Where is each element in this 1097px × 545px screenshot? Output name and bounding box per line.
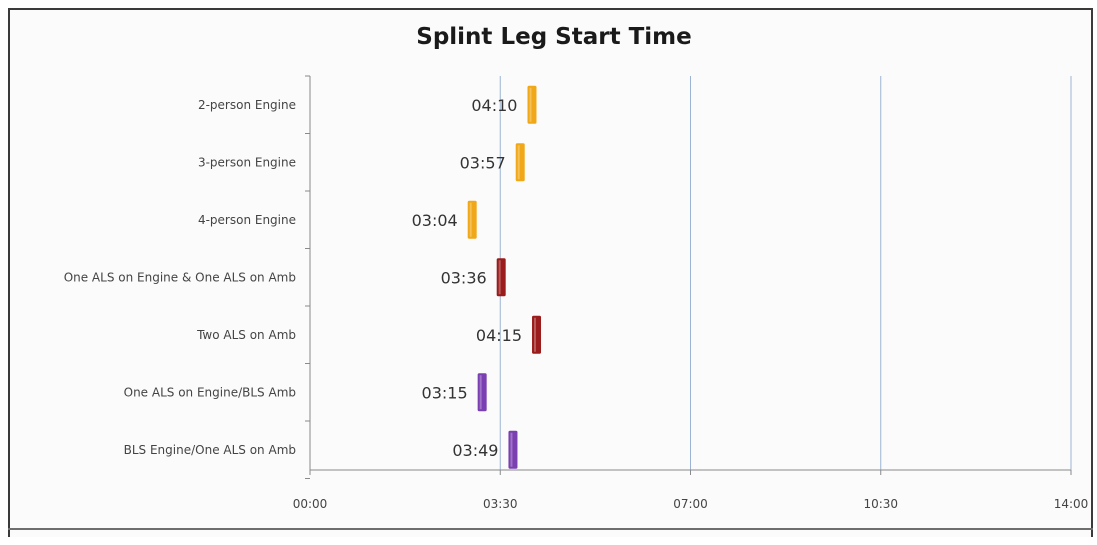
bar-1 (515, 143, 525, 182)
x-tick-label-2: 07:00 (673, 497, 708, 511)
category-label-0: 2-person Engine (198, 98, 296, 112)
category-label-6: BLS Engine/One ALS on Amb (124, 443, 296, 457)
data-label-6: 03:49 (452, 441, 498, 460)
bar-2 (467, 200, 477, 239)
data-labels: 04:10 03:57 03:04 03:36 04:15 03:15 03:49 (412, 96, 522, 460)
category-label-3: One ALS on Engine & One ALS on Amb (64, 270, 296, 284)
data-label-2: 03:04 (412, 211, 458, 230)
data-label-4: 04:15 (476, 326, 522, 345)
bar-3 (496, 258, 506, 297)
chart-frame (8, 8, 1093, 537)
data-label-0: 04:10 (471, 96, 517, 115)
bar-highlight-3 (498, 260, 501, 295)
category-labels: 2-person Engine 3-person Engine 4-person E… (64, 98, 296, 457)
bar-highlight-1 (517, 145, 520, 180)
bar-highlight-2 (469, 202, 472, 237)
data-label-3: 03:36 (441, 268, 487, 287)
x-tick-label-4: 14:00 (1054, 497, 1089, 511)
axes (305, 75, 1072, 479)
bar-6 (508, 430, 518, 469)
bars (467, 85, 542, 469)
bar-highlight-4 (534, 317, 537, 352)
category-label-5: One ALS on Engine/BLS Amb (124, 385, 296, 399)
gridlines (499, 76, 1072, 470)
bar-0 (527, 85, 537, 124)
category-label-1: 3-person Engine (198, 155, 296, 169)
category-label-2: 4-person Engine (198, 213, 296, 227)
bottom-rule (8, 528, 1093, 530)
category-label-4: Two ALS on Amb (196, 328, 296, 342)
bar-4 (532, 315, 542, 354)
x-tick-label-3: 10:30 (863, 497, 898, 511)
x-tick-label-1: 03:30 (483, 497, 518, 511)
bar-5 (477, 373, 487, 412)
x-tick-labels: 00:00 03:30 07:00 10:30 14:00 (293, 497, 1089, 511)
data-label-5: 03:15 (422, 383, 468, 402)
x-tick-label-0: 00:00 (293, 497, 328, 511)
bar-highlight-6 (510, 432, 513, 467)
data-label-1: 03:57 (460, 153, 506, 172)
bar-highlight-0 (529, 87, 532, 122)
chart-title: Splint Leg Start Time (416, 24, 691, 50)
bar-highlight-5 (479, 375, 482, 410)
